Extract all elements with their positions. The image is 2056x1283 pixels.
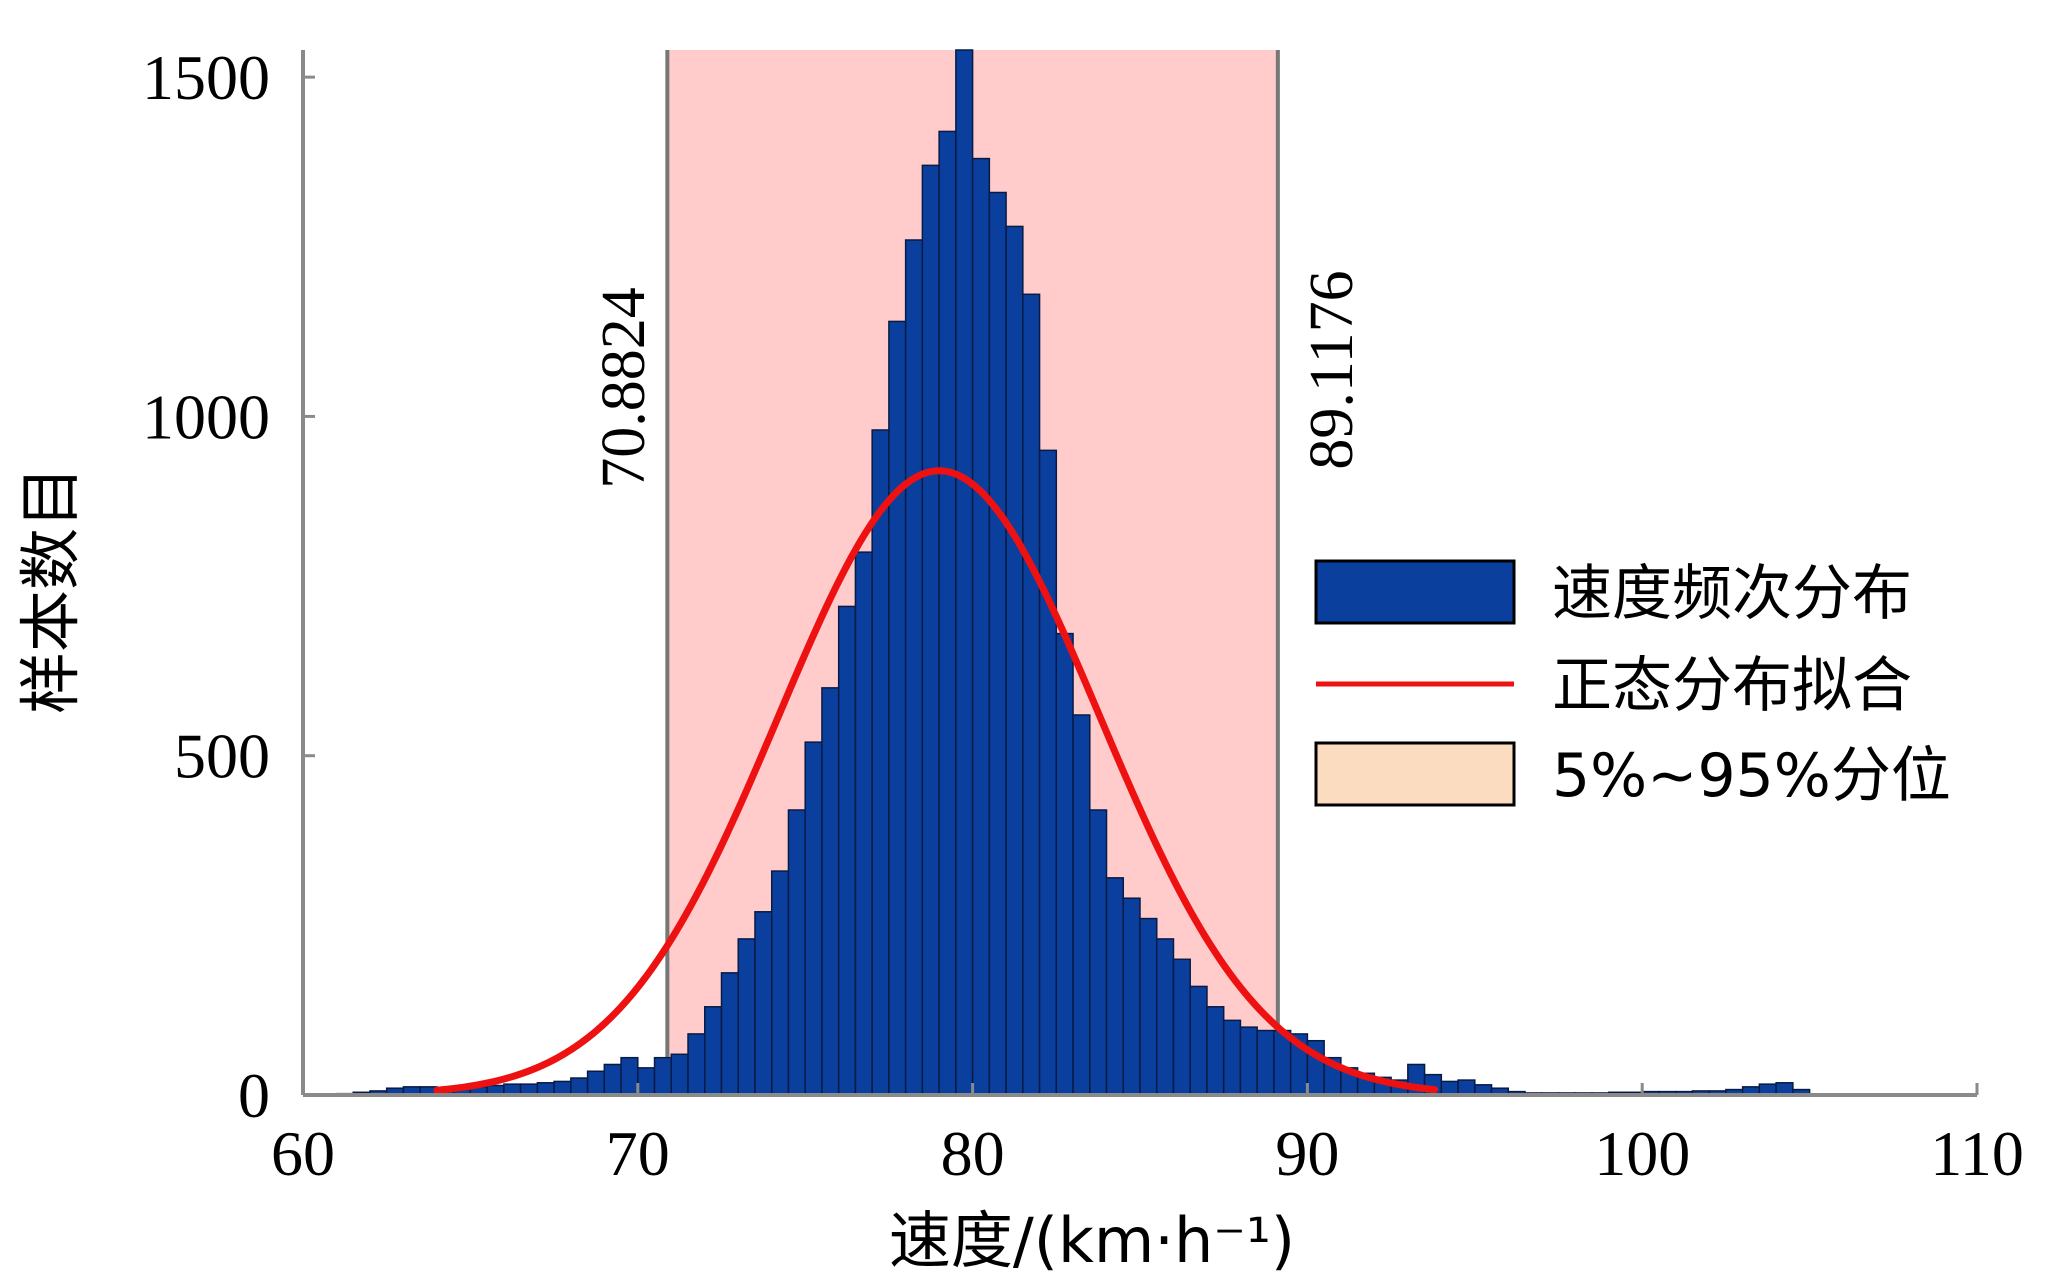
histogram-bar [854,551,873,1096]
legend-swatch-band [1314,741,1516,807]
histogram-bar [570,1077,589,1096]
histogram-bar [1122,897,1141,1096]
histogram-bar [1222,1019,1242,1096]
histogram-bar [1022,293,1041,1096]
histogram-bar [603,1063,622,1096]
legend: 速度频次分布 正态分布拟合 5%~95%分位 [1314,559,1951,811]
normal-fit-layer [433,467,1439,1094]
tick-labels: 60 70 80 90 100 110 0 500 1000 1500 [142,42,2024,1189]
x-tick-label: 90 [1275,1118,1339,1189]
histogram-bar [737,938,756,1096]
legend-label-band: 5%~95%分位 [1552,741,1951,811]
histogram-bar [1206,1006,1225,1096]
histogram-bar [1072,714,1091,1096]
histogram-bar [871,429,890,1096]
histogram-bar [1256,1029,1275,1096]
histogram-bar [670,1053,689,1096]
y-tick-label: 0 [238,1060,270,1131]
histogram-bar [720,972,739,1096]
legend-label-fit: 正态分布拟合 [1552,651,1912,721]
histogram-bar [988,191,1007,1096]
histogram-bar [770,870,790,1096]
histogram-bar [1155,938,1175,1096]
histogram-bar [1139,917,1158,1096]
x-axis-title: 速度/(km·h⁻¹) [889,1204,1295,1277]
histogram-bar [553,1080,572,1096]
histogram-bar [938,130,957,1096]
histogram-bar [1189,985,1208,1096]
y-tick-label: 500 [174,721,270,792]
histogram-bar [620,1056,639,1096]
histogram-bar [637,1067,656,1096]
y-tick-label: 1000 [142,381,270,452]
histogram-bar [754,911,773,1096]
histogram-bar [955,49,974,1096]
histogram-bar [921,164,940,1096]
histogram-bar [1239,1026,1258,1096]
y-tick-label: 1500 [142,42,270,113]
histogram-bar [804,741,823,1096]
histogram-bar [1005,225,1024,1096]
histogram-bar [1440,1080,1459,1096]
histogram-bar [888,320,907,1096]
histogram-bar [971,157,991,1096]
percentile-high-label: 89.1176 [1298,270,1366,469]
histogram-bar [1089,809,1108,1096]
x-tick-label: 70 [606,1118,670,1189]
y-axis-title: 样本数目 [14,466,87,714]
histogram-bar [837,605,857,1096]
legend-label-histogram: 速度频次分布 [1552,559,1912,629]
histogram-bar [821,687,840,1096]
histogram-bar [787,809,806,1096]
histogram-bar [1172,958,1191,1096]
legend-swatch-histogram [1314,559,1516,625]
x-tick-label: 60 [271,1118,335,1189]
histogram-bar [1055,632,1074,1096]
x-tick-label: 110 [1930,1118,2024,1189]
histogram-bar [1105,877,1125,1096]
histogram-bar [1038,449,1058,1096]
histogram-bars [335,49,1811,1096]
histogram-bar [586,1070,606,1096]
histogram-bar [904,239,924,1096]
x-tick-label: 80 [941,1118,1005,1189]
percentile-low-label: 70.8824 [590,287,658,489]
histogram-bar [704,1006,723,1096]
normal-fit-curve [433,467,1439,1094]
histogram-bar [687,1033,706,1096]
histogram-bar [653,1056,673,1096]
histogram-bar [1457,1079,1476,1096]
axes [301,50,1977,1097]
x-tick-label: 100 [1594,1118,1690,1189]
